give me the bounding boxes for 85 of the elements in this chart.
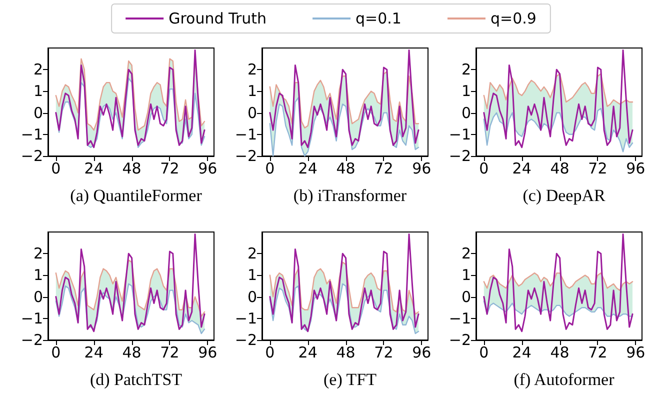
x-tick-label: 0 — [479, 160, 489, 178]
line-series — [483, 49, 634, 148]
y-tick-label: −1 — [448, 309, 471, 328]
y-tick-label: 0 — [33, 104, 43, 122]
y-tick-label: −2 — [20, 331, 43, 349]
x-tick-label: 0 — [479, 344, 489, 362]
x-tick-label: 24 — [512, 160, 532, 178]
y-tick-label: −2 — [234, 331, 257, 349]
y-tick-label: −1 — [234, 309, 257, 328]
x-tick-label: 96 — [626, 344, 646, 362]
x-tick-label: 0 — [265, 160, 275, 178]
line-series — [269, 262, 420, 315]
x-tick-label: 72 — [588, 160, 608, 178]
y-tick-label: 1 — [247, 82, 257, 100]
line-series — [55, 259, 206, 317]
y-tick-label: 0 — [461, 104, 471, 122]
line-series — [483, 233, 634, 332]
line-series — [483, 73, 634, 110]
x-tick-label: 96 — [412, 344, 432, 362]
y-tick-label: 2 — [461, 60, 471, 79]
y-tick-label: −1 — [20, 309, 43, 328]
legend-label: q=0.9 — [490, 10, 536, 28]
line-series — [55, 283, 206, 334]
line-series — [269, 49, 420, 148]
x-tick-label: 48 — [550, 160, 570, 178]
x-tick-label: 96 — [626, 160, 646, 178]
x-tick-label: 0 — [51, 160, 61, 178]
line-series — [483, 272, 634, 291]
y-tick-label: 0 — [461, 288, 471, 306]
y-tick-label: −2 — [448, 331, 471, 349]
x-tick-label: 48 — [336, 160, 356, 178]
y-tick-label: 2 — [461, 244, 471, 263]
x-tick-label: 48 — [122, 160, 142, 178]
text: (c) DeepAR — [522, 186, 606, 205]
x-tick-label: 72 — [160, 160, 180, 178]
x-tick-label: 24 — [512, 344, 532, 362]
text: (f) Autoformer — [514, 370, 615, 389]
y-tick-label: −2 — [20, 147, 43, 165]
y-tick-label: 0 — [247, 288, 257, 306]
y-tick-label: 2 — [247, 244, 257, 263]
line-series — [55, 58, 206, 131]
y-tick-label: 1 — [33, 266, 43, 284]
line-series — [483, 108, 634, 152]
x-tick-label: 24 — [84, 160, 104, 178]
x-tick-label: 24 — [298, 344, 318, 362]
y-tick-label: 2 — [33, 60, 43, 79]
x-tick-label: 48 — [336, 344, 356, 362]
line-series — [483, 300, 634, 317]
y-tick-label: −2 — [448, 147, 471, 165]
y-tick-label: −1 — [448, 125, 471, 144]
x-tick-label: 0 — [51, 344, 61, 362]
x-tick-label: 24 — [84, 344, 104, 362]
x-tick-label: 96 — [198, 160, 218, 178]
text: (d) PatchTST — [90, 370, 183, 389]
line-series — [269, 71, 420, 129]
x-tick-label: 72 — [588, 344, 608, 362]
y-tick-label: 1 — [33, 82, 43, 100]
line-series — [55, 233, 206, 332]
line-series — [269, 97, 420, 157]
text: (a) QuantileFormer — [70, 186, 202, 205]
line-series — [269, 233, 420, 332]
y-tick-label: −2 — [234, 147, 257, 165]
x-tick-label: 48 — [122, 344, 142, 362]
legend-label: Ground Truth — [168, 10, 267, 28]
text: (b) iTransformer — [293, 186, 407, 205]
x-tick-label: 96 — [412, 160, 432, 178]
x-tick-label: 24 — [298, 160, 318, 178]
x-tick-label: 48 — [550, 344, 570, 362]
y-tick-label: −1 — [234, 125, 257, 144]
x-tick-label: 72 — [160, 344, 180, 362]
x-tick-label: 96 — [198, 344, 218, 362]
y-tick-label: 1 — [247, 266, 257, 284]
text: (e) TFT — [323, 370, 378, 389]
y-tick-label: 1 — [461, 82, 471, 100]
y-tick-label: 0 — [33, 288, 43, 306]
y-tick-label: 0 — [247, 104, 257, 122]
x-tick-label: 72 — [374, 160, 394, 178]
legend-label: q=0.1 — [356, 10, 402, 28]
y-tick-label: −1 — [20, 125, 43, 144]
y-tick-label: 1 — [461, 266, 471, 284]
line-series — [269, 283, 420, 334]
x-tick-label: 0 — [265, 344, 275, 362]
x-tick-label: 72 — [374, 344, 394, 362]
y-tick-label: 2 — [247, 60, 257, 79]
y-tick-label: 2 — [33, 244, 43, 263]
